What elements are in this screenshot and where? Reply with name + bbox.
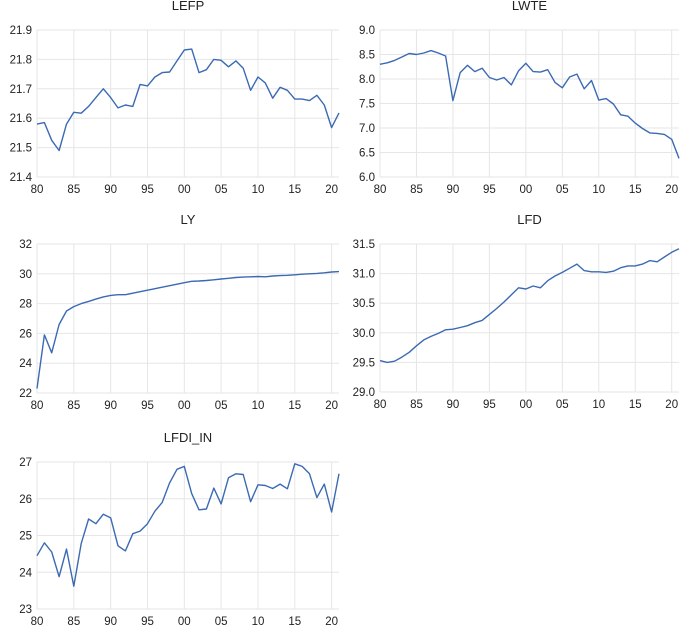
y-tick-label: 7.5 [359, 99, 375, 111]
chart-panel-lfdi-in: LFDI_IN 23 24 25 26 27 80 85 90 95 00 05 10 15 20 [0, 424, 342, 628]
x-tick-label: 95 [483, 184, 496, 196]
series-line-ly [36, 270, 340, 389]
x-tick-label: 80 [31, 400, 44, 412]
y-tick-label: 8.5 [359, 50, 375, 62]
y-tick-label: 27 [19, 457, 32, 469]
x-tick-label: 85 [67, 184, 80, 196]
x-tick-label: 90 [104, 184, 117, 196]
y-tick-label: 29.0 [353, 387, 375, 399]
x-tick-label: 20 [325, 184, 338, 196]
x-tick-label: 80 [31, 184, 44, 196]
chart-svg-ly: LY 22 24 26 28 30 32 80 85 90 95 00 05 10 15 20 [19, 212, 340, 412]
chart-svg-lwte: LWTE 6.0 6.5 7.0 7.5 8.0 8.5 9.0 80 85 90 95 00 05 10 1… [359, 0, 680, 196]
chart-panel-lwte: LWTE 6.0 6.5 7.0 7.5 8.0 8.5 9.0 80 85 90 95 00 05 10 1… [343, 0, 685, 205]
x-tick-label: 15 [629, 399, 642, 411]
y-tick-label: 26 [19, 494, 32, 506]
x-tick-label: 00 [519, 184, 532, 196]
x-tick-label: 05 [215, 400, 228, 412]
chart-title-lfd: LFD [517, 212, 542, 227]
x-tick-label: 05 [215, 616, 228, 628]
y-tick-label: 26 [19, 328, 32, 340]
y-tick-label: 21.4 [10, 172, 33, 184]
x-tick-label: 95 [141, 184, 154, 196]
y-tick-label: 6.0 [359, 172, 375, 184]
chart-title-ly: LY [181, 212, 196, 227]
y-tick-label: 24 [19, 358, 32, 370]
x-tick-label: 90 [447, 184, 460, 196]
chart-title-lfdi-in: LFDI_IN [164, 430, 212, 445]
x-tick-label: 85 [410, 399, 423, 411]
x-tick-label: 10 [252, 400, 265, 412]
x-tick-label: 20 [325, 400, 338, 412]
x-tick-label: 80 [31, 616, 44, 628]
y-tick-label: 21.9 [10, 25, 32, 37]
x-tick-label: 20 [665, 399, 678, 411]
x-tick-label: 10 [592, 184, 605, 196]
x-tick-label: 10 [252, 616, 265, 628]
x-tick-label: 85 [67, 616, 80, 628]
chart-title-lefp: LEFP [172, 0, 205, 13]
series-line-lefp [36, 48, 340, 152]
y-tick-label: 32 [19, 239, 32, 251]
y-tick-label: 21.8 [10, 54, 32, 66]
chart-svg-lefp: LEFP 21.4 21.5 21.6 21.7 21.8 21.9 80 85 90 95 00 05… [10, 0, 340, 196]
chart-svg-lfdi-in: LFDI_IN 23 24 25 26 27 80 85 90 95 00 05 10 15 20 [19, 430, 340, 628]
y-tick-label: 9.0 [359, 25, 375, 37]
y-tick-label: 31.0 [353, 269, 375, 281]
x-tick-label: 95 [141, 616, 154, 628]
y-tick-label: 25 [19, 531, 32, 543]
y-tick-label: 8.0 [359, 74, 375, 86]
series-line-lfd [379, 248, 680, 364]
y-tick-label: 21.6 [10, 113, 32, 125]
x-tick-label: 95 [483, 399, 496, 411]
y-tick-label: 21.7 [10, 84, 32, 96]
y-tick-label: 28 [19, 299, 32, 311]
x-tick-label: 20 [665, 184, 678, 196]
x-tick-label: 15 [288, 184, 301, 196]
x-tick-label: 20 [325, 616, 338, 628]
x-tick-label: 90 [104, 400, 117, 412]
chart-title-lwte: LWTE [512, 0, 547, 13]
x-tick-label: 80 [374, 399, 387, 411]
x-tick-label: 10 [252, 184, 265, 196]
y-tick-label: 24 [19, 567, 32, 579]
y-tick-label: 22 [19, 388, 32, 400]
x-tick-label: 00 [178, 400, 191, 412]
x-tick-label: 05 [556, 399, 569, 411]
y-tick-label: 30.0 [353, 328, 375, 340]
x-tick-label: 15 [288, 616, 301, 628]
x-tick-label: 05 [215, 184, 228, 196]
x-tick-label: 00 [178, 184, 191, 196]
x-tick-label: 05 [556, 184, 569, 196]
x-tick-label: 00 [178, 616, 191, 628]
y-tick-label: 29.5 [353, 357, 375, 369]
chart-panel-lefp: LEFP 21.4 21.5 21.6 21.7 21.8 21.9 80 85 90 95 00 05… [0, 0, 342, 205]
chart-panel-ly: LY 22 24 26 28 30 32 80 85 90 95 00 05 10 15 20 [0, 212, 342, 417]
y-tick-label: 30 [19, 269, 32, 281]
y-tick-label: 7.0 [359, 123, 375, 135]
x-tick-label: 10 [592, 399, 605, 411]
x-tick-label: 00 [519, 399, 532, 411]
x-tick-label: 95 [141, 400, 154, 412]
x-tick-label: 90 [104, 616, 117, 628]
y-tick-label: 21.5 [10, 143, 32, 155]
chart-panel-lfd: LFD 29.0 29.5 30.0 30.5 31.0 31.5 80 85 90 95 00 05 1… [343, 212, 685, 417]
x-tick-label: 90 [447, 399, 460, 411]
y-tick-label: 23 [19, 604, 32, 616]
chart-svg-lfd: LFD 29.0 29.5 30.0 30.5 31.0 31.5 80 85 90 95 00 05 1… [353, 212, 680, 411]
series-line-lfdi-in [36, 463, 340, 587]
y-tick-label: 30.5 [353, 298, 375, 310]
x-tick-label: 15 [629, 184, 642, 196]
x-tick-label: 15 [288, 400, 301, 412]
x-tick-label: 85 [67, 400, 80, 412]
x-tick-label: 85 [410, 184, 423, 196]
y-tick-label: 6.5 [359, 148, 375, 160]
y-tick-label: 31.5 [353, 239, 375, 251]
x-tick-label: 80 [374, 184, 387, 196]
series-line-lwte [379, 49, 680, 159]
